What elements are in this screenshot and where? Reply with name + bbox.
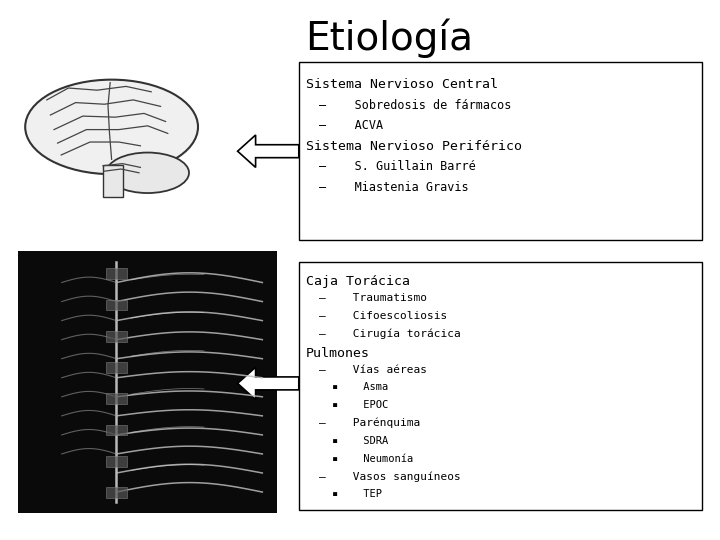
Text: –    Vasos sanguíneos: – Vasos sanguíneos — [319, 471, 461, 482]
Text: –    ACVA: – ACVA — [319, 119, 383, 132]
Text: ▪    EPOC: ▪ EPOC — [332, 400, 388, 410]
Polygon shape — [238, 367, 299, 400]
Text: ▪    Asma: ▪ Asma — [332, 382, 388, 393]
FancyBboxPatch shape — [14, 57, 281, 240]
Ellipse shape — [107, 152, 189, 193]
Text: –    Traumatismo: – Traumatismo — [319, 293, 427, 303]
FancyBboxPatch shape — [18, 251, 277, 513]
Text: –    Cifoescoliosis: – Cifoescoliosis — [319, 311, 447, 321]
Text: –    Sobredosis de fármacos: – Sobredosis de fármacos — [319, 99, 511, 112]
Text: –    Parénquima: – Parénquima — [319, 418, 420, 428]
Bar — [106, 300, 127, 310]
Bar — [106, 362, 127, 373]
Text: Caja Torácica: Caja Torácica — [306, 275, 410, 288]
FancyBboxPatch shape — [299, 262, 702, 510]
Bar — [106, 331, 127, 342]
Text: ▪    SDRA: ▪ SDRA — [332, 436, 388, 446]
Text: Etiología: Etiología — [305, 19, 473, 58]
Text: Pulmones: Pulmones — [306, 347, 370, 360]
Text: –    S. Guillain Barré: – S. Guillain Barré — [319, 160, 476, 173]
Bar — [106, 487, 127, 498]
Text: ▪    Neumonía: ▪ Neumonía — [332, 454, 413, 464]
Text: Sistema Nervioso Central: Sistema Nervioso Central — [306, 78, 498, 91]
Bar — [106, 393, 127, 404]
Text: –    Vías aéreas: – Vías aéreas — [319, 364, 427, 375]
Bar — [103, 165, 123, 197]
Text: ▪    TEP: ▪ TEP — [332, 489, 382, 500]
Text: –    Miastenia Gravis: – Miastenia Gravis — [319, 181, 469, 194]
Bar — [106, 424, 127, 435]
FancyBboxPatch shape — [299, 62, 702, 240]
Bar — [106, 268, 127, 279]
Text: Sistema Nervioso Periférico: Sistema Nervioso Periférico — [306, 140, 522, 153]
Ellipse shape — [25, 79, 198, 174]
Polygon shape — [238, 135, 299, 167]
Text: –    Cirugía torácica: – Cirugía torácica — [319, 329, 461, 339]
Bar — [106, 456, 127, 467]
